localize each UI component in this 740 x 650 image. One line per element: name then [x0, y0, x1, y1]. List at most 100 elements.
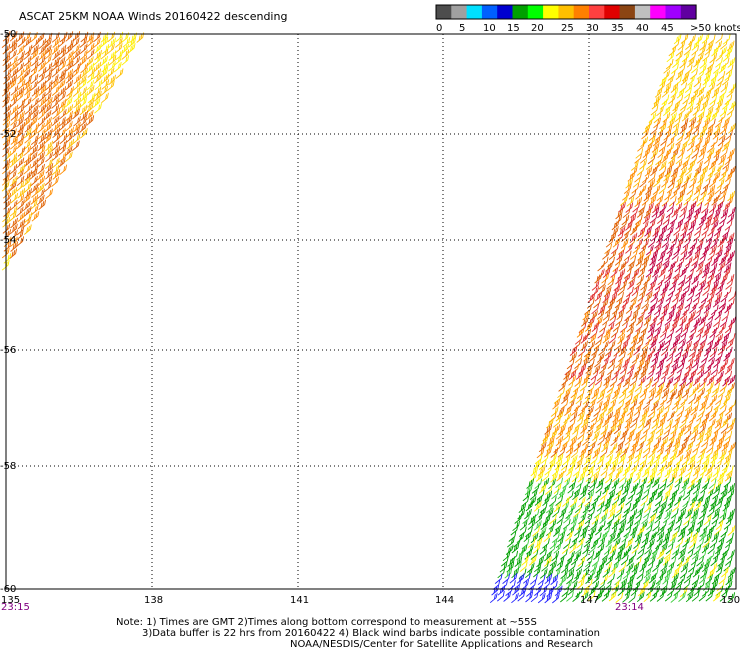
- wind-barb: [726, 213, 735, 224]
- wind-barb: [694, 225, 702, 236]
- wind-barb: [600, 298, 609, 310]
- wind-barb: [688, 561, 696, 573]
- wind-barb: [65, 43, 74, 55]
- wind-barb: [86, 97, 95, 108]
- wind-barb: [657, 250, 666, 262]
- wind-barb: [86, 32, 95, 43]
- wind-barb: [519, 561, 528, 572]
- wind-barb: [581, 316, 589, 327]
- wind-barb: [637, 543, 646, 555]
- wind-barb: [65, 104, 74, 115]
- wind-barb: [698, 147, 707, 158]
- wind-barb: [705, 315, 714, 327]
- wind-barb: [663, 548, 672, 560]
- wind-barb: [37, 145, 46, 156]
- wind-barb: [702, 51, 711, 62]
- wind-barb: [666, 310, 675, 321]
- wind-barb: [51, 98, 59, 109]
- wind-barb: [688, 327, 697, 338]
- wind-barb: [625, 220, 633, 231]
- wind-barb: [618, 393, 627, 404]
- wind-barb: [672, 117, 681, 128]
- wind-barb: [691, 340, 699, 352]
- wind-barb: [636, 484, 645, 496]
- wind-barb: [590, 538, 599, 549]
- wind-barb: [669, 238, 678, 250]
- wind-barb: [600, 508, 609, 519]
- wind-barb: [728, 99, 737, 111]
- wind-barb: [696, 196, 705, 207]
- wind-barb: [544, 484, 553, 495]
- wind-barb: [8, 170, 17, 181]
- wind-barb: [705, 129, 713, 140]
- wind-barb: [664, 591, 673, 602]
- wind-barb: [661, 237, 670, 248]
- wind-barb: [710, 304, 719, 316]
- wind-barb: [687, 543, 696, 554]
- wind-barb: [634, 381, 643, 392]
- wind-barb: [591, 556, 600, 567]
- wind-barb: [549, 538, 558, 550]
- wind-barb: [108, 55, 117, 66]
- wind-barb: [584, 496, 593, 507]
- wind-barb: [702, 244, 711, 255]
- wind-barb: [72, 44, 80, 55]
- wind-barb: [687, 159, 696, 170]
- wind-barb: [51, 79, 59, 90]
- wind-barb: [94, 43, 102, 54]
- wind-barb: [636, 591, 645, 603]
- wind-barb: [24, 212, 33, 223]
- wind-barb: [677, 280, 685, 291]
- wind-barb: [621, 297, 630, 308]
- wind-barb: [115, 68, 124, 79]
- wind-barb: [38, 85, 47, 96]
- wind-barb: [65, 73, 74, 84]
- wind-barb: [654, 321, 663, 332]
- wind-barb: [723, 267, 731, 278]
- wind-barb: [555, 453, 564, 464]
- wind-barb: [576, 453, 585, 464]
- wind-barb: [692, 465, 701, 477]
- wind-barb: [665, 357, 674, 368]
- wind-barb: [121, 32, 129, 43]
- wind-barb: [626, 196, 635, 207]
- wind-barb: [705, 213, 713, 225]
- wind-barb: [705, 124, 714, 135]
- wind-barb: [553, 442, 562, 453]
- wind-barb: [706, 190, 715, 202]
- wind-barb: [718, 154, 727, 166]
- wind-barb: [665, 501, 674, 512]
- lat-label: -60: [0, 584, 16, 595]
- wind-barb: [681, 111, 690, 122]
- wind-barb: [539, 544, 548, 555]
- wind-barb: [603, 327, 612, 338]
- wind-barb: [57, 157, 66, 168]
- wind-barb: [511, 592, 519, 604]
- legend-tick: 15: [507, 23, 520, 34]
- wind-barb: [640, 220, 649, 232]
- wind-barb: [715, 351, 723, 362]
- wind-barb: [675, 219, 684, 230]
- wind-barb: [692, 250, 701, 261]
- wind-barb: [607, 274, 616, 286]
- wind-barb: [683, 195, 692, 206]
- wind-barb: [59, 140, 67, 151]
- wind-barb: [579, 381, 588, 392]
- wind-barb: [720, 423, 729, 434]
- wind-barb: [29, 116, 38, 127]
- wind-barb: [698, 255, 706, 266]
- wind-barb: [57, 79, 66, 90]
- wind-barb: [549, 513, 557, 525]
- wind-barb: [16, 181, 25, 192]
- wind-barb: [639, 387, 648, 398]
- wind-barb: [44, 133, 52, 144]
- wind-barb: [622, 484, 630, 495]
- wind-barb: [662, 112, 671, 123]
- wind-barb: [662, 70, 670, 81]
- wind-barb: [649, 466, 658, 478]
- wind-barb: [593, 549, 601, 560]
- wind-barb: [597, 496, 606, 507]
- wind-barb: [586, 423, 595, 434]
- wind-barb: [502, 573, 511, 584]
- legend-swatch: [497, 5, 513, 19]
